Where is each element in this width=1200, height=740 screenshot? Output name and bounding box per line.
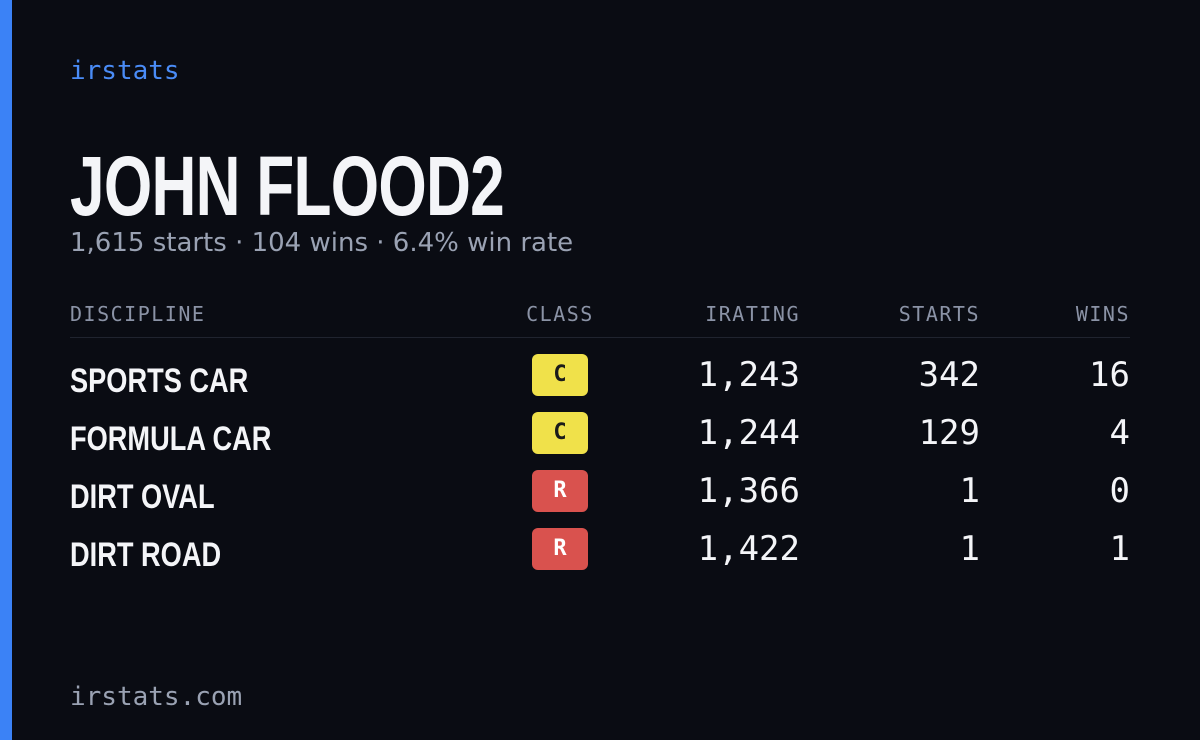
column-header: WINS — [1075, 302, 1130, 326]
starts: 129 — [918, 413, 980, 453]
discipline: FORMULA CAR — [70, 420, 272, 458]
driver-name: JOHN FLOOD2 — [70, 139, 505, 233]
wins: 1 — [1109, 529, 1130, 569]
starts: 342 — [918, 355, 980, 395]
header-rule — [70, 337, 1130, 338]
column-header: IRATING — [705, 302, 800, 326]
class-badge: C — [532, 354, 588, 396]
class-badge: C — [532, 412, 588, 454]
wins: 4 — [1109, 413, 1130, 453]
class-badge: R — [532, 528, 588, 570]
column-header: CLASS — [526, 302, 594, 326]
accent-bar — [0, 0, 12, 740]
wins: 16 — [1089, 355, 1130, 395]
irating: 1,422 — [697, 529, 800, 569]
irating: 1,366 — [697, 471, 800, 511]
starts: 1 — [959, 529, 980, 569]
discipline: DIRT OVAL — [70, 478, 215, 516]
irating: 1,243 — [697, 355, 800, 395]
starts: 1 — [959, 471, 980, 511]
irating: 1,244 — [697, 413, 800, 453]
class-badge: R — [532, 470, 588, 512]
summary: 1,615 starts · 104 wins · 6.4% win rate — [70, 228, 574, 258]
discipline: SPORTS CAR — [70, 362, 249, 400]
footer: irstats.com — [70, 682, 243, 712]
column-header: STARTS — [898, 302, 980, 326]
brand: irstats — [70, 56, 180, 86]
column-header: DISCIPLINE — [70, 302, 206, 326]
discipline: DIRT ROAD — [70, 536, 222, 574]
wins: 0 — [1109, 471, 1130, 511]
